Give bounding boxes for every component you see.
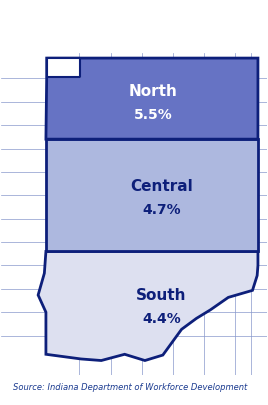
Text: Central: Central bbox=[130, 178, 193, 193]
Text: 4.4%: 4.4% bbox=[142, 311, 181, 325]
Polygon shape bbox=[47, 59, 80, 78]
Polygon shape bbox=[38, 252, 258, 360]
Polygon shape bbox=[46, 59, 258, 140]
Text: 4.7%: 4.7% bbox=[142, 202, 181, 216]
Text: Southern Indiana had the lowest rate: Southern Indiana had the lowest rate bbox=[11, 35, 259, 48]
Text: Source: Indiana Department of Workforce Development: Source: Indiana Department of Workforce … bbox=[13, 382, 248, 391]
Text: North: North bbox=[129, 84, 178, 99]
Text: 5.5%: 5.5% bbox=[134, 108, 173, 122]
Text: Figure 1: Regional Unemployment: Figure 1: Regional Unemployment bbox=[11, 8, 237, 21]
Text: South: South bbox=[136, 287, 187, 302]
Polygon shape bbox=[46, 140, 258, 252]
